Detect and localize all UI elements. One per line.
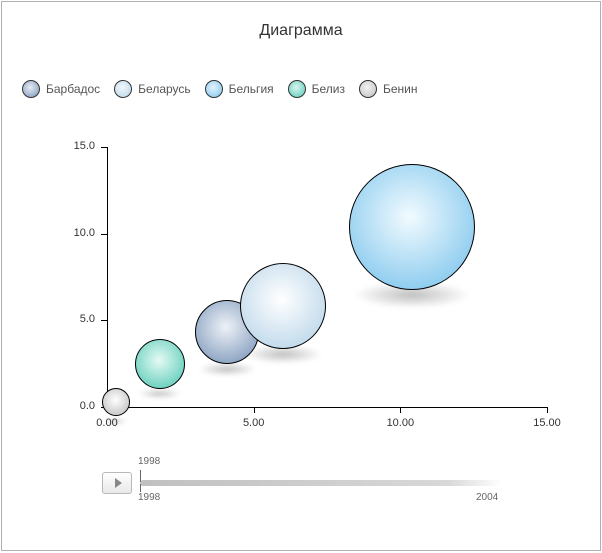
legend-swatch-icon bbox=[205, 80, 223, 98]
y-tick bbox=[101, 147, 107, 148]
chart-area: 0.05.010.015.00.005.0010.0015.00 bbox=[107, 147, 547, 407]
legend-swatch-icon bbox=[22, 80, 40, 98]
legend-swatch-icon bbox=[288, 80, 306, 98]
timeline-current-label: 1998 bbox=[138, 456, 160, 467]
x-tick bbox=[254, 407, 255, 413]
x-tick bbox=[400, 407, 401, 413]
chart-title: Диаграмма bbox=[2, 22, 600, 40]
legend-swatch-icon bbox=[114, 80, 132, 98]
x-tick-label: 15.00 bbox=[527, 417, 567, 429]
x-tick-label: 10.00 bbox=[380, 417, 420, 429]
legend: Барбадос Беларусь Бельгия Белиз Бенин bbox=[22, 80, 418, 98]
bubble bbox=[102, 388, 130, 416]
bubble bbox=[349, 164, 475, 290]
play-icon bbox=[115, 478, 122, 488]
y-tick bbox=[101, 320, 107, 321]
y-tick-label: 5.0 bbox=[55, 313, 95, 325]
bubble bbox=[135, 339, 185, 389]
x-tick-label: 5.00 bbox=[234, 417, 274, 429]
y-tick-label: 15.0 bbox=[55, 140, 95, 152]
legend-label: Бельгия bbox=[229, 82, 274, 96]
legend-swatch-icon bbox=[359, 80, 377, 98]
y-tick bbox=[101, 234, 107, 235]
play-button[interactable] bbox=[102, 472, 132, 494]
legend-label: Бенин bbox=[383, 82, 418, 96]
legend-label: Барбадос bbox=[46, 82, 100, 96]
y-axis bbox=[107, 147, 108, 407]
legend-item: Бенин bbox=[359, 80, 418, 98]
timeline-max-label: 2004 bbox=[476, 492, 498, 503]
bubble-shadow bbox=[198, 363, 257, 377]
legend-item: Белиз bbox=[288, 80, 345, 98]
legend-item: Барбадос bbox=[22, 80, 100, 98]
bubble-shadow bbox=[103, 418, 128, 424]
x-axis bbox=[107, 407, 547, 408]
x-tick bbox=[547, 407, 548, 413]
legend-label: Беларусь bbox=[138, 82, 190, 96]
timeline-current-marker[interactable] bbox=[140, 470, 141, 482]
timeline-min-marker bbox=[140, 484, 141, 492]
bubble bbox=[240, 263, 326, 349]
legend-label: Белиз bbox=[312, 82, 345, 96]
timeline-min-label: 1998 bbox=[138, 492, 160, 503]
bubble-shadow bbox=[137, 388, 183, 399]
y-tick-label: 0.0 bbox=[55, 400, 95, 412]
legend-item: Беларусь bbox=[114, 80, 190, 98]
timeline-track[interactable] bbox=[140, 480, 502, 486]
chart-frame: Диаграмма Барбадос Беларусь Бельгия Белиз Бе… bbox=[1, 1, 601, 551]
legend-item: Бельгия bbox=[205, 80, 274, 98]
y-tick-label: 10.0 bbox=[55, 227, 95, 239]
